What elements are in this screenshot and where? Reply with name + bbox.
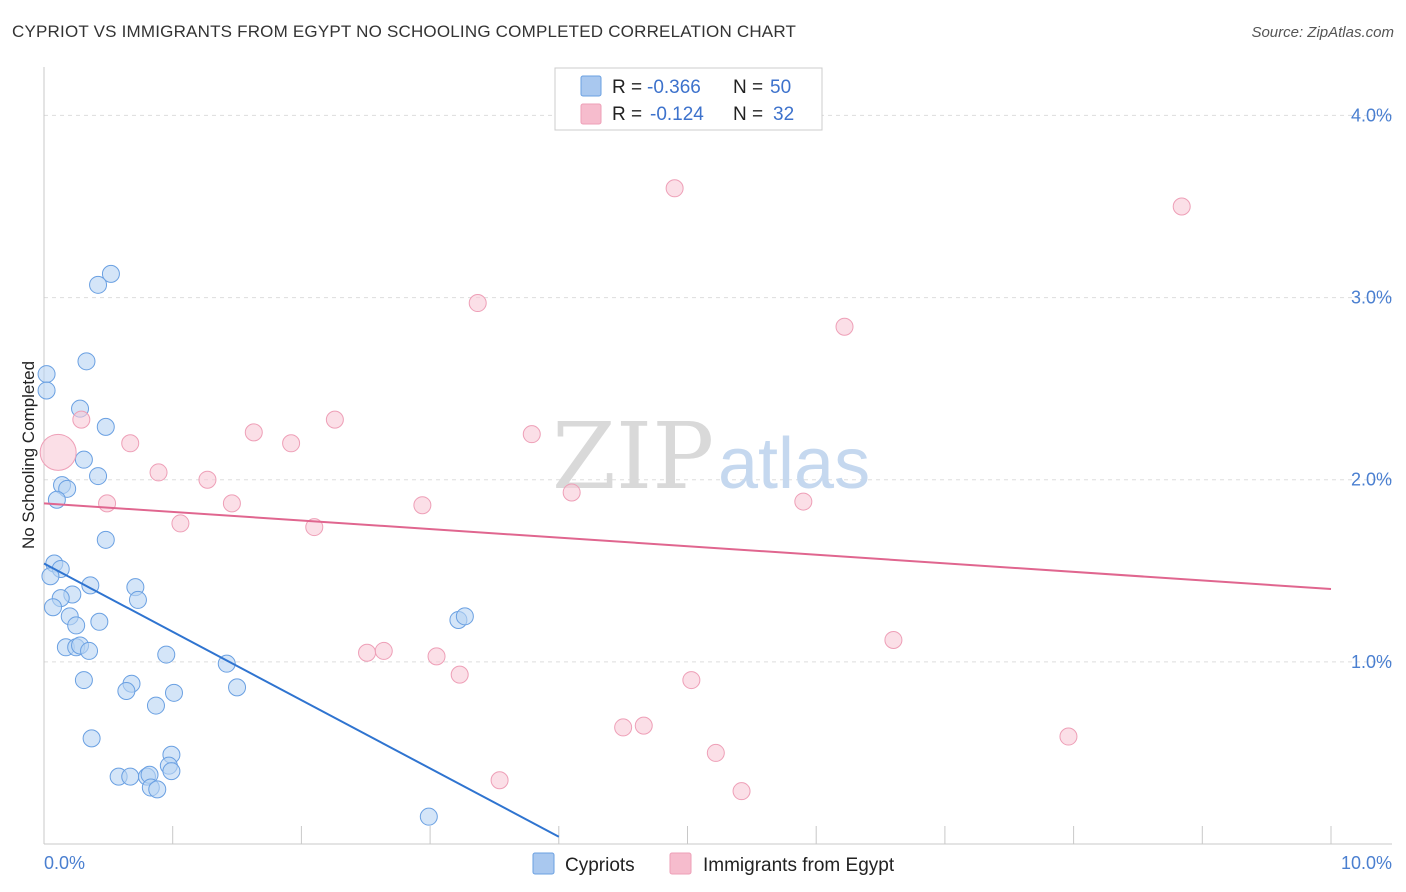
- point-egypt-26: [682, 671, 701, 690]
- trend-lines: [43, 502, 1332, 838]
- point-cypriots-38: [228, 678, 247, 697]
- point-egypt-15: [98, 494, 117, 513]
- point-egypt-13: [198, 470, 217, 489]
- point-egypt-1: [39, 433, 77, 471]
- point-cypriots-22: [44, 598, 63, 617]
- point-cypriots-9: [89, 467, 108, 486]
- point-egypt-24: [427, 647, 446, 666]
- data-points: [37, 179, 1191, 826]
- y-tick-label-2: 2.0%: [1351, 470, 1392, 490]
- point-cypriots-36: [117, 682, 136, 700]
- point-egypt-8: [244, 423, 263, 442]
- point-cypriots-25: [67, 616, 86, 635]
- point-egypt-21: [884, 631, 903, 649]
- point-egypt-18: [794, 492, 813, 511]
- point-cypriots-11: [58, 479, 77, 498]
- point-cypriots-31: [80, 641, 99, 660]
- point-egypt-9: [522, 425, 541, 444]
- series-legend-swatch-cypriots: [532, 852, 555, 875]
- y-tick-label-4: 4.0%: [1351, 105, 1392, 125]
- y-tick-label-1: 1.0%: [1351, 652, 1392, 672]
- legend-n-value-1: 50: [770, 77, 791, 98]
- point-cypriots-37: [164, 683, 183, 702]
- point-cypriots-50: [419, 807, 438, 826]
- trend-line-egypt: [43, 502, 1332, 590]
- x-tick-label-right: 10.0%: [1341, 853, 1392, 873]
- series-legend-label-egypt: Immigrants from Egypt: [703, 855, 895, 876]
- point-cypriots-24: [90, 612, 109, 631]
- point-egypt-23: [374, 641, 393, 660]
- point-egypt-5: [835, 317, 854, 336]
- point-egypt-31: [490, 771, 509, 790]
- point-cypriots-13: [96, 530, 115, 549]
- legend-swatch-cypriots: [580, 75, 602, 97]
- x-tick-label-left: 0.0%: [44, 853, 85, 873]
- point-cypriots-8: [74, 450, 93, 469]
- legend-n-label-1: N =: [733, 77, 763, 98]
- point-egypt-4: [468, 294, 487, 313]
- point-cypriots-5: [77, 352, 96, 371]
- point-egypt-17: [413, 496, 432, 515]
- y-tick-label-3: 3.0%: [1351, 288, 1392, 308]
- point-cypriots-27: [455, 607, 474, 626]
- legend-r-label-1: R =: [612, 77, 642, 98]
- legend-r-label-2: R =: [612, 104, 642, 125]
- correlation-legend: R = -0.366 N = 50 R = -0.124 N = 32: [554, 67, 823, 131]
- series-legend-label-cypriots: Cypriots: [565, 855, 635, 876]
- point-egypt-7: [325, 410, 344, 429]
- point-cypriots-4: [89, 275, 108, 294]
- legend-n-label-2: N =: [733, 104, 763, 125]
- trend-line-cypriots: [43, 562, 560, 838]
- legend-swatch-egypt: [580, 103, 602, 125]
- point-egypt-25: [450, 665, 469, 684]
- chart-title: CYPRIOT VS IMMIGRANTS FROM EGYPT NO SCHO…: [12, 22, 797, 41]
- point-egypt-11: [121, 434, 140, 453]
- gridlines: [44, 114, 1392, 663]
- point-cypriots-40: [82, 729, 101, 748]
- point-cypriots-45: [121, 767, 140, 786]
- point-egypt-2: [665, 179, 684, 198]
- point-egypt-20: [305, 518, 324, 537]
- legend-r-value-2: -0.124: [650, 104, 704, 125]
- legend-n-value-2: 32: [773, 104, 794, 125]
- point-cypriots-34: [74, 671, 93, 690]
- point-egypt-30: [706, 743, 725, 762]
- series-legend: Cypriots Immigrants from Egypt: [532, 852, 895, 876]
- point-egypt-10: [282, 434, 301, 453]
- point-cypriots-43: [162, 762, 181, 781]
- point-cypriots-49: [148, 780, 167, 799]
- source-credit: Source: ZipAtlas.com: [1251, 24, 1394, 41]
- point-egypt-29: [1059, 727, 1078, 746]
- point-egypt-12: [149, 463, 168, 482]
- point-egypt-14: [562, 483, 581, 502]
- point-cypriots-12: [47, 490, 66, 509]
- y-axis-title: No Schooling Completed: [19, 361, 38, 549]
- point-egypt-28: [634, 716, 653, 735]
- point-cypriots-33: [217, 654, 236, 673]
- point-cypriots-39: [146, 696, 165, 715]
- point-cypriots-32: [157, 645, 176, 664]
- point-cypriots-1: [37, 365, 56, 384]
- point-cypriots-21: [128, 590, 147, 609]
- point-cypriots-2: [37, 381, 56, 400]
- legend-r-value-1: -0.366: [647, 77, 701, 98]
- point-cypriots-3: [101, 264, 120, 283]
- point-egypt-32: [732, 782, 751, 801]
- point-cypriots-7: [96, 417, 115, 436]
- point-egypt-22: [358, 643, 377, 662]
- point-egypt-3: [1172, 197, 1191, 216]
- y-tick-labels: 1.0% 2.0% 3.0% 4.0%: [1351, 105, 1392, 671]
- watermark-atlas: atlas: [718, 424, 870, 504]
- point-egypt-16: [222, 494, 241, 513]
- series-legend-swatch-egypt: [669, 852, 692, 875]
- point-egypt-19: [171, 514, 190, 533]
- point-egypt-27: [614, 718, 633, 737]
- point-egypt-6: [72, 410, 91, 429]
